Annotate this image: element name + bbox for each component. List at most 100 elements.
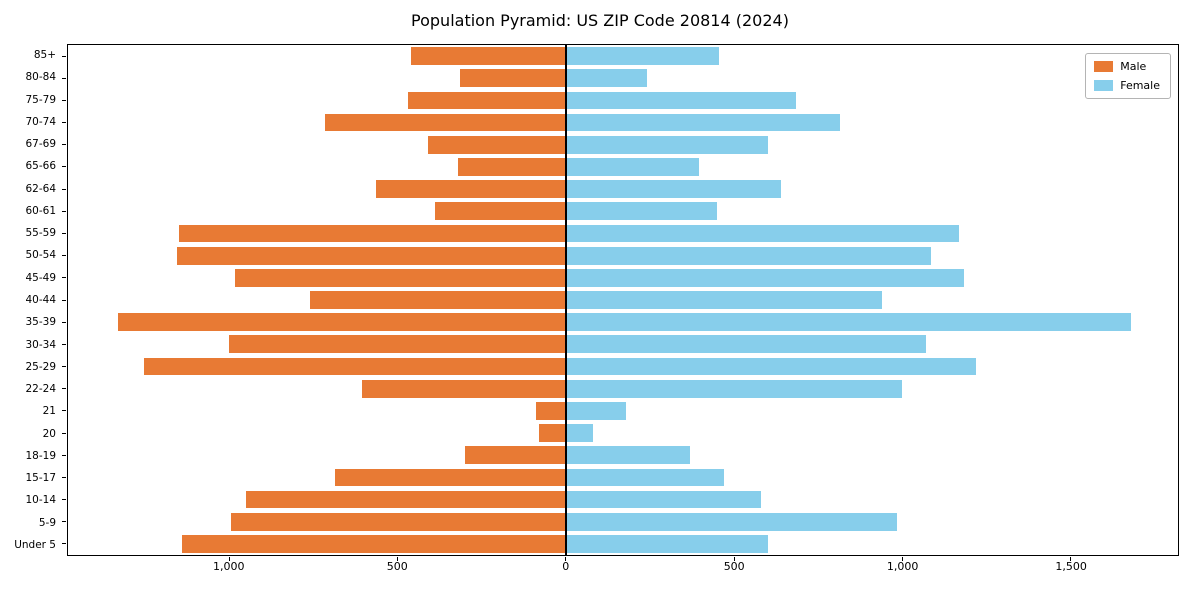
- bar-male: [143, 357, 566, 376]
- y-tick-label: 60-61: [25, 204, 56, 217]
- y-tick-mark: [62, 410, 66, 412]
- y-tick-label: 62-64: [25, 182, 56, 195]
- bar-female: [565, 512, 898, 531]
- y-tick-mark: [62, 499, 66, 501]
- x-tick-label: 500: [723, 560, 745, 573]
- bar-female: [565, 224, 960, 243]
- male-swatch-icon: [1094, 61, 1114, 72]
- y-tick-label: 45-49: [25, 271, 56, 284]
- y-tick-label: 35-39: [25, 316, 56, 329]
- y-tick-mark: [62, 255, 66, 257]
- x-tick-label: 500: [386, 560, 408, 573]
- y-tick-mark: [62, 366, 66, 368]
- y-tick-mark: [62, 543, 66, 545]
- x-tick-mark: [228, 557, 230, 561]
- y-tick-label: 18-19: [25, 449, 56, 462]
- y-tick-label: 10-14: [25, 494, 56, 507]
- bar-male: [310, 291, 566, 309]
- bar-female: [565, 313, 1131, 332]
- y-tick-label: 70-74: [25, 115, 56, 128]
- y-tick-mark: [62, 521, 66, 523]
- legend-item-female: Female: [1094, 79, 1160, 92]
- y-tick-mark: [62, 144, 66, 146]
- legend-label-female: Female: [1120, 79, 1160, 92]
- y-tick-label: 30-34: [25, 338, 56, 351]
- y-tick-mark: [62, 343, 66, 345]
- y-tick-label: 21: [42, 405, 56, 418]
- bar-female: [565, 379, 903, 398]
- x-tick-mark: [1069, 557, 1071, 561]
- bar-female: [565, 180, 782, 198]
- bar-female: [565, 424, 593, 442]
- bar-female: [565, 91, 797, 110]
- x-tick-mark: [565, 557, 567, 561]
- y-tick-mark: [62, 55, 66, 57]
- bar-male: [535, 402, 566, 420]
- y-tick-label: 75-79: [25, 93, 56, 106]
- bar-female: [565, 446, 691, 465]
- y-tick-mark: [62, 454, 66, 456]
- x-axis-labels: 1,000 500 0 500 1,000 1,500: [67, 560, 1179, 578]
- bar-male: [434, 202, 566, 221]
- y-tick-mark: [62, 299, 66, 301]
- bar-male: [362, 379, 566, 398]
- y-tick-label: 15-17: [25, 472, 56, 485]
- bar-male: [427, 135, 566, 154]
- female-swatch-icon: [1094, 80, 1114, 91]
- y-tick-label: Under 5: [14, 538, 56, 551]
- y-tick-mark: [62, 432, 66, 434]
- bar-male: [231, 512, 566, 531]
- bar-female: [565, 357, 977, 376]
- bar-female: [565, 246, 931, 265]
- bar-male: [464, 446, 566, 465]
- legend: Male Female: [1085, 53, 1171, 99]
- bar-male: [229, 335, 566, 354]
- x-tick-label: 0: [562, 560, 570, 573]
- bar-female: [565, 535, 768, 553]
- y-tick-label: 20: [42, 427, 56, 440]
- y-tick-label: 67-69: [25, 138, 56, 151]
- bar-male: [459, 69, 566, 88]
- y-tick-label: 85+: [33, 49, 56, 62]
- bar-male: [411, 47, 566, 65]
- bar-female: [565, 402, 627, 420]
- bar-male: [335, 468, 566, 487]
- y-tick-mark: [62, 388, 66, 390]
- y-tick-label: 55-59: [25, 227, 56, 240]
- bar-male: [177, 246, 566, 265]
- y-tick-label: 65-66: [25, 160, 56, 173]
- y-tick-label: 80-84: [25, 71, 56, 84]
- bar-female: [565, 291, 882, 309]
- x-tick-label: 1,000: [212, 560, 245, 573]
- y-tick-mark: [62, 99, 66, 101]
- y-tick-label: 22-24: [25, 383, 56, 396]
- chart-title: Population Pyramid: US ZIP Code 20814 (2…: [411, 11, 789, 30]
- x-tick-mark: [901, 557, 903, 561]
- bar-male: [179, 224, 566, 243]
- y-tick-mark: [62, 476, 66, 478]
- bar-male: [407, 91, 566, 110]
- plot-area: Male Female: [62, 44, 1179, 561]
- bar-female: [565, 468, 724, 487]
- bar-female: [565, 69, 647, 88]
- bar-male: [246, 490, 566, 509]
- x-tick-mark: [397, 557, 399, 561]
- x-tick-label: 1,000: [886, 560, 919, 573]
- bar-female: [565, 490, 761, 509]
- y-tick-label: 40-44: [25, 294, 56, 306]
- bar-male: [118, 313, 566, 332]
- y-tick-mark: [62, 166, 66, 168]
- y-tick-mark: [62, 210, 66, 212]
- bar-male: [234, 268, 566, 287]
- x-tick-label: 1,500: [1055, 560, 1087, 573]
- bar-male: [325, 113, 566, 132]
- bar-female: [565, 202, 718, 221]
- y-tick-mark: [62, 277, 66, 279]
- bar-female: [565, 335, 926, 354]
- bar-male: [458, 158, 566, 176]
- y-tick-label: 5-9: [38, 516, 56, 529]
- bar-male: [182, 535, 566, 553]
- bar-female: [565, 268, 965, 287]
- legend-item-male: Male: [1094, 60, 1160, 73]
